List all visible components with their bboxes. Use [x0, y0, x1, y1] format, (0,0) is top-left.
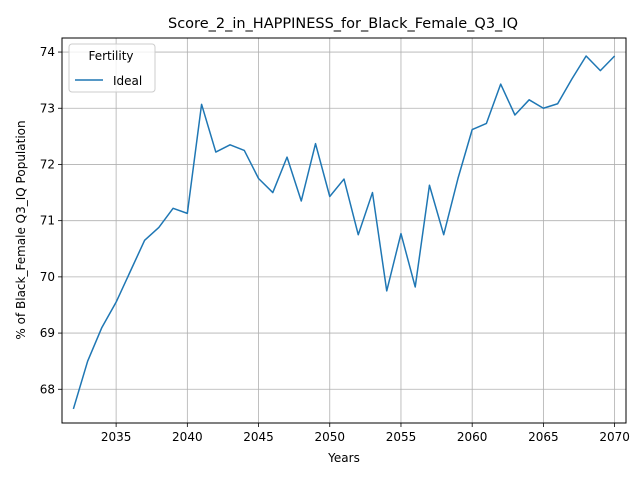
- y-tick-label: 74: [40, 45, 55, 59]
- series-lines: [72, 55, 616, 410]
- x-tick-label: 2035: [101, 430, 132, 444]
- x-tick-label: 2070: [599, 430, 630, 444]
- legend-entry-ideal: Ideal: [113, 74, 142, 88]
- y-tick-label: 70: [40, 270, 55, 284]
- y-tick-label: 68: [40, 382, 55, 396]
- axis-ticks: 2035 2040 2045 2050 2055 2060 2065 2070 68 69 70 71…: [40, 45, 630, 444]
- x-axis-label: Years: [327, 451, 360, 465]
- x-tick-label: 2050: [314, 430, 345, 444]
- y-tick-label: 73: [40, 101, 55, 115]
- x-tick-label: 2055: [386, 430, 417, 444]
- plot-frame: [61, 37, 627, 424]
- legend-title: Fertility: [88, 49, 133, 63]
- y-tick-label: 72: [40, 157, 55, 171]
- grid: [62, 38, 626, 423]
- chart-title: Score_2_in_HAPPINESS_for_Black_Female_Q3…: [168, 16, 518, 32]
- legend: Fertility Ideal: [68, 43, 156, 93]
- x-tick-label: 2060: [457, 430, 488, 444]
- x-tick-label: 2040: [172, 430, 203, 444]
- y-tick-label: 71: [40, 214, 55, 228]
- y-axis-label: % of Black_Female Q3_IQ Population: [14, 120, 28, 339]
- y-tick-label: 69: [40, 326, 55, 340]
- series-line-ideal: [72, 55, 616, 410]
- x-tick-label: 2045: [243, 430, 274, 444]
- x-tick-label: 2065: [528, 430, 559, 444]
